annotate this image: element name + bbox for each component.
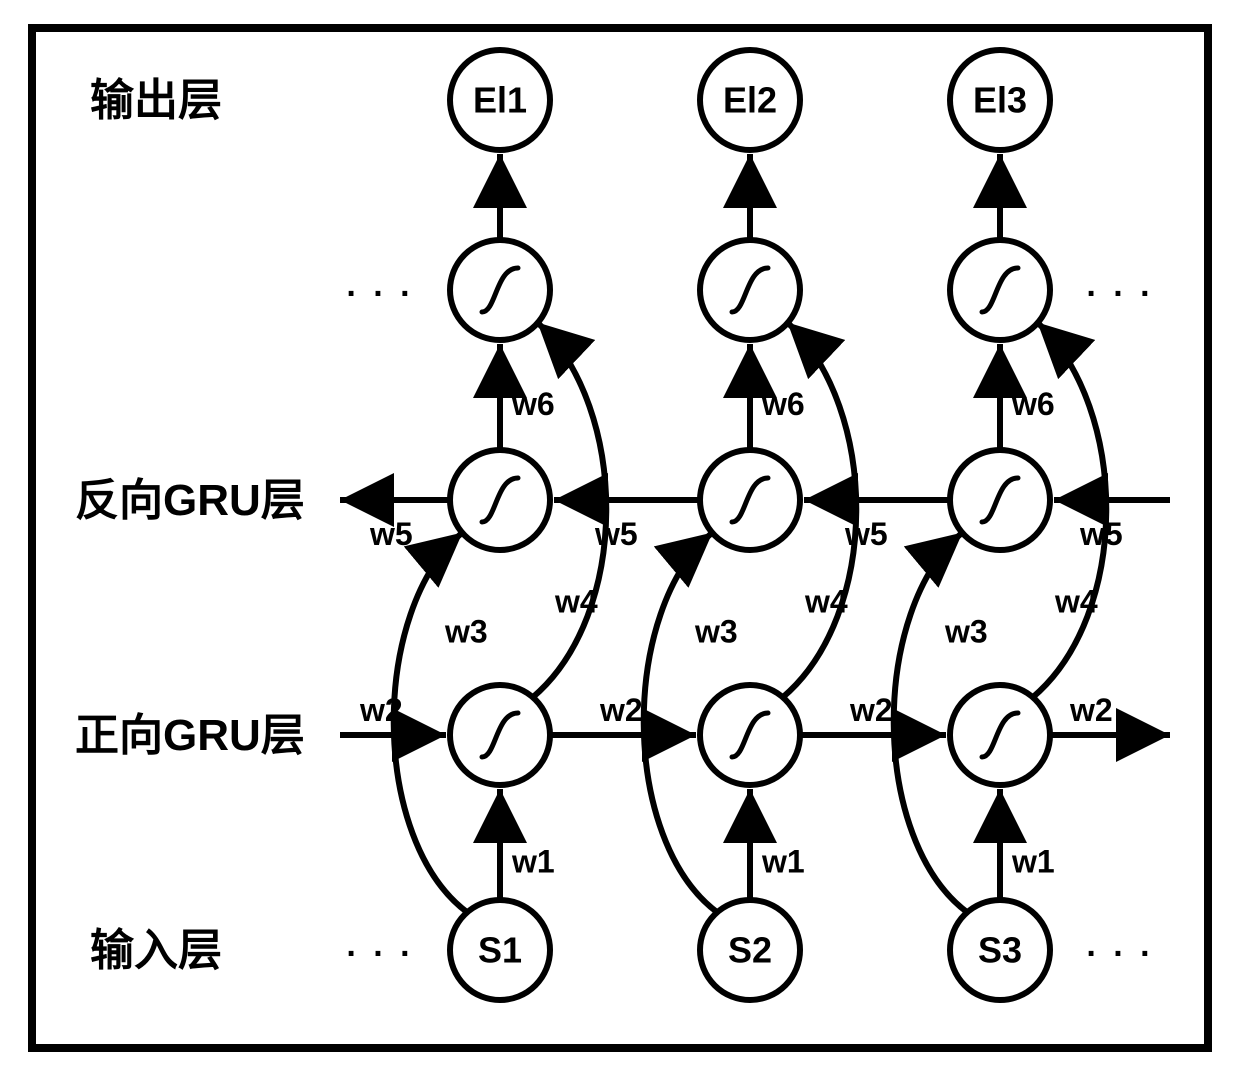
svg-text:w5: w5 bbox=[369, 516, 413, 552]
layer-label: 输出层 bbox=[90, 76, 222, 125]
backward-gru-node bbox=[950, 450, 1050, 550]
forward-gru-node bbox=[450, 685, 550, 785]
concat-node bbox=[950, 240, 1050, 340]
svg-text:w4: w4 bbox=[1054, 584, 1098, 620]
continuation-dots: . . . bbox=[1086, 926, 1153, 964]
concat-node bbox=[450, 240, 550, 340]
concat-node bbox=[700, 240, 800, 340]
forward-gru-node bbox=[950, 685, 1050, 785]
diagram-container: { "type": "network", "canvas": { "width"… bbox=[0, 0, 1240, 1079]
output-node-label: El3 bbox=[973, 80, 1027, 121]
svg-text:w3: w3 bbox=[444, 614, 488, 650]
continuation-dots: . . . bbox=[1086, 266, 1153, 304]
svg-text:w1: w1 bbox=[511, 844, 555, 880]
backward-gru-node bbox=[700, 450, 800, 550]
diagram-svg: 输出层反向GRU层正向GRU层输入层 El1 El2 El3 S1 S2 S3 w1 w1 w1 w… bbox=[0, 0, 1240, 1079]
svg-text:w3: w3 bbox=[694, 614, 738, 650]
svg-text:w2: w2 bbox=[599, 692, 643, 728]
output-node-label: El2 bbox=[723, 80, 777, 121]
svg-text:w4: w4 bbox=[554, 584, 598, 620]
svg-text:w6: w6 bbox=[761, 386, 805, 422]
backward-gru-node bbox=[450, 450, 550, 550]
svg-text:w5: w5 bbox=[844, 516, 888, 552]
layer-label: 反向GRU层 bbox=[75, 476, 305, 525]
svg-text:w2: w2 bbox=[1069, 692, 1113, 728]
svg-text:w1: w1 bbox=[761, 844, 805, 880]
input-node-label: S1 bbox=[478, 930, 522, 971]
svg-text:w4: w4 bbox=[804, 584, 848, 620]
svg-text:w6: w6 bbox=[1011, 386, 1055, 422]
svg-text:w5: w5 bbox=[594, 516, 638, 552]
svg-text:w2: w2 bbox=[359, 692, 403, 728]
output-node-label: El1 bbox=[473, 80, 527, 121]
layer-label: 输入层 bbox=[90, 926, 222, 975]
svg-text:w5: w5 bbox=[1079, 516, 1123, 552]
layer-label: 正向GRU层 bbox=[75, 711, 305, 760]
input-node-label: S3 bbox=[978, 930, 1022, 971]
forward-gru-node bbox=[700, 685, 800, 785]
svg-text:w1: w1 bbox=[1011, 844, 1055, 880]
svg-text:w3: w3 bbox=[944, 614, 988, 650]
continuation-dots: . . . bbox=[346, 266, 413, 304]
continuation-dots: . . . bbox=[346, 926, 413, 964]
svg-text:w2: w2 bbox=[849, 692, 893, 728]
svg-text:w6: w6 bbox=[511, 386, 555, 422]
input-node-label: S2 bbox=[728, 930, 772, 971]
